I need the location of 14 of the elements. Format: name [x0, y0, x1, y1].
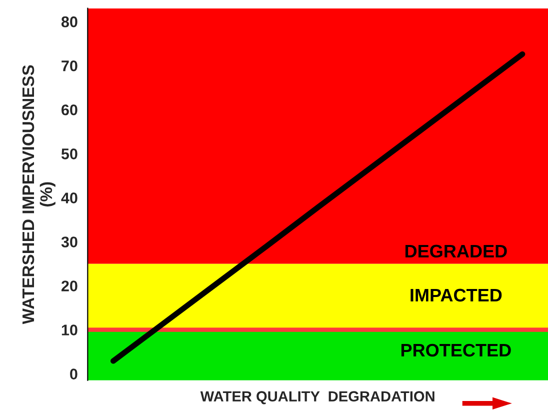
y-tick-label: 30 — [61, 236, 78, 248]
y-tick-label: 70 — [62, 60, 78, 72]
y-tick-label: 50 — [61, 148, 78, 160]
x-axis-title: WATER QUALITY DEGRADATION — [200, 391, 434, 404]
band-label: PROTECTED — [401, 344, 511, 357]
y-axis-title: WATERSHED IMPERVIOUSNESS (%) — [22, 65, 56, 324]
y-tick-label: 0 — [70, 368, 78, 380]
band-label: DEGRADED — [405, 244, 507, 258]
y-tick-label: 10 — [62, 324, 78, 336]
y-tick-label: 20 — [61, 280, 78, 292]
y-tick-label: 60 — [62, 104, 78, 116]
y-tick-label: 40 — [61, 192, 78, 204]
y-tick-label: 80 — [61, 16, 78, 28]
band-label: IMPACTED — [410, 288, 502, 302]
